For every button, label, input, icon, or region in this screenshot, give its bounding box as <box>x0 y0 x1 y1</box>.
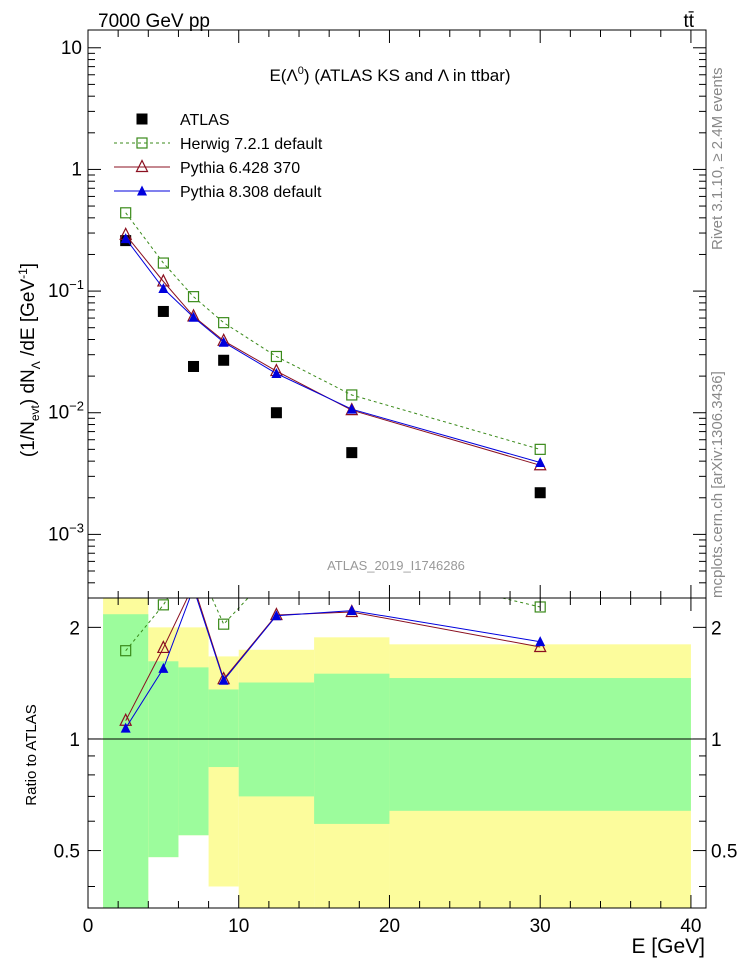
main-point-herwig-7-2-1-default-6 <box>534 443 546 455</box>
ratio-y-axis-label: Ratio to ATLAS <box>23 704 40 805</box>
ratio-point-pythia-8-308-default-0 <box>120 722 131 733</box>
ratio-plot-panel: 2 2 1 1 0.5 0.5 0 10 20 30 40 Ratio to ATLAS E [Ge… <box>23 597 737 958</box>
main-y-tick-label-1: 1 <box>71 159 82 180</box>
legend-label-pythia-6-428-370: Pythia 6.428 370 <box>180 160 300 177</box>
main-point-herwig-7-2-1-default-3 <box>218 317 230 329</box>
main-point-atlas-5 <box>346 447 358 459</box>
main-line-pythia-8-308-default <box>125 238 541 463</box>
ratio-y-tick-label-left-2: 0.5 <box>54 842 80 863</box>
main-point-atlas-1 <box>157 305 169 317</box>
main-point-pythia-8-308-default-5 <box>346 403 357 414</box>
ratio-y-tick-label-right-0: 2 <box>711 618 722 639</box>
main-point-atlas-3 <box>218 354 230 366</box>
green-band-5 <box>314 673 390 824</box>
legend-marker-pythia-6-428-370 <box>135 159 149 173</box>
ratio-point-pythia-8-308-default-4 <box>271 610 282 621</box>
main-point-pythia-8-308-default-3 <box>218 336 229 347</box>
legend: ATLAS Herwig 7.2.1 default Pythia 6.428 37… <box>114 112 323 201</box>
ratio-y-tick-label-left-0: 2 <box>69 618 80 639</box>
main-point-herwig-7-2-1-default-4 <box>270 350 283 363</box>
main-y-tick-label-4: 10−3 <box>48 520 84 545</box>
ratio-y-tick-label-left-1: 1 <box>69 730 80 751</box>
x-tick-label-3: 30 <box>530 916 551 937</box>
ratio-point-pythia-6-428-370-1 <box>156 640 170 654</box>
main-point-pythia-8-308-default-0 <box>120 233 131 244</box>
green-band-1 <box>148 661 179 858</box>
ratio-point-pythia-8-308-default-6 <box>535 636 546 647</box>
main-point-herwig-7-2-1-default-5 <box>346 389 358 401</box>
legend-marker-herwig-7-2-1-default <box>136 137 148 149</box>
legend-label-pythia-8-308-default: Pythia 8.308 default <box>180 184 322 201</box>
main-y-tick-label-3: 10−2 <box>48 399 84 424</box>
main-point-atlas-6 <box>534 487 546 499</box>
main-y-tick-label-2: 10−1 <box>48 277 84 302</box>
main-point-herwig-7-2-1-default-0 <box>120 207 132 219</box>
legend-marker-atlas <box>136 113 148 125</box>
y-axis-label: (1/Nevt) dNΛ /dE [GeV-1] <box>16 263 43 457</box>
x-tick-label-4: 40 <box>680 916 701 937</box>
main-point-pythia-8-308-default-2 <box>188 311 199 322</box>
x-tick-label-0: 0 <box>83 916 94 937</box>
ratio-y-tick-label-right-2: 0.5 <box>711 842 737 863</box>
main-point-pythia-6-428-370-5 <box>345 402 359 416</box>
process-label: tt̄ <box>683 11 694 32</box>
main-point-atlas-2 <box>188 360 200 372</box>
main-point-pythia-8-308-default-1 <box>158 283 169 294</box>
ratio-point-pythia-8-308-default-3 <box>218 674 229 685</box>
ratio-plot-frame <box>87 597 707 909</box>
chart-title: E(Λ0) (ATLAS KS and Λ in ttbar) <box>269 65 510 85</box>
legend-label-herwig-7-2-1-default: Herwig 7.2.1 default <box>180 136 323 153</box>
ratio-y-tick-label-right-1: 1 <box>711 730 722 751</box>
legend-label-atlas: ATLAS <box>180 112 230 129</box>
x-axis-label: E [GeV] <box>631 935 705 958</box>
green-band-0 <box>103 614 149 908</box>
rivet-version-label: Rivet 3.1.10, ≥ 2.4M events <box>709 68 726 251</box>
ratio-point-pythia-8-308-default-5 <box>346 605 357 616</box>
main-line-herwig-7-2-1-default <box>125 212 541 450</box>
x-tick-label-1: 10 <box>228 916 249 937</box>
collision-label: 7000 GeV pp <box>98 11 210 32</box>
ratio-point-pythia-8-308-default-1 <box>158 662 169 673</box>
analysis-id-label: ATLAS_2019_I1746286 <box>327 558 465 573</box>
x-tick-label-2: 20 <box>379 916 400 937</box>
main-point-pythia-8-308-default-6 <box>535 456 546 467</box>
main-plot-panel: E(Λ0) (ATLAS KS and Λ in ttbar) (1/Nevt)… <box>16 29 707 599</box>
main-line-pythia-6-428-370 <box>125 234 541 466</box>
green-band-6 <box>389 678 691 811</box>
main-y-tick-label-0: 10 <box>61 38 82 59</box>
legend-marker-pythia-8-308-default <box>137 185 147 196</box>
ratio-point-herwig-7-2-1-default-3 <box>218 618 230 630</box>
ratio-point-herwig-7-2-1-default-0 <box>120 645 132 657</box>
mcplots-credit-label: mcplots.cern.ch [arXiv:1306.3436] <box>709 371 726 598</box>
green-band-3 <box>208 689 239 768</box>
main-point-pythia-8-308-default-4 <box>271 368 282 379</box>
main-point-atlas-4 <box>270 407 282 419</box>
ratio-point-herwig-7-2-1-default-1 <box>157 599 169 611</box>
main-point-herwig-7-2-1-default-1 <box>157 257 169 269</box>
main-point-herwig-7-2-1-default-2 <box>187 291 200 303</box>
green-band-2 <box>178 667 209 836</box>
